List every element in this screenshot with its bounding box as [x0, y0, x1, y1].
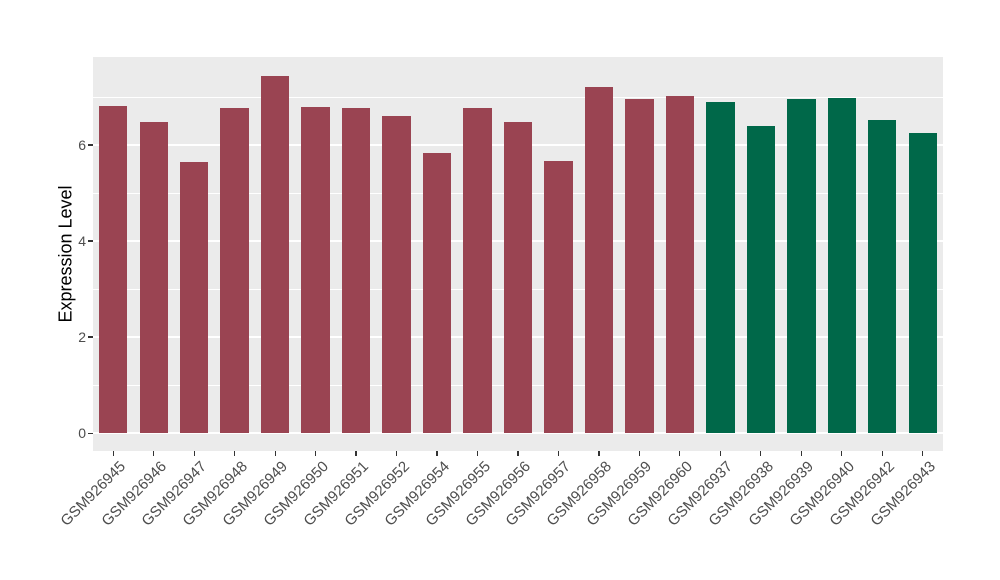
y-tick-label: 0 [78, 425, 86, 442]
x-tick-mark [557, 451, 560, 456]
bar-GSM926945 [99, 105, 128, 434]
x-tick-mark [395, 451, 398, 456]
x-tick-mark [193, 451, 195, 456]
x-tick-mark [436, 451, 438, 456]
y-tick-mark [88, 336, 93, 338]
x-tick-mark [355, 451, 357, 456]
bar-GSM926943 [908, 132, 937, 434]
y-tick-mark [88, 144, 93, 146]
x-tick-mark [760, 451, 762, 456]
plot-panel [93, 57, 943, 451]
y-tick-mark [88, 432, 93, 434]
bar-GSM926954 [422, 152, 452, 434]
x-tick-mark [881, 451, 883, 456]
bar-GSM926949 [260, 76, 290, 434]
y-tick-mark [88, 240, 93, 242]
bar-GSM926957 [544, 161, 573, 434]
bar-GSM926948 [220, 107, 249, 434]
x-tick-mark [841, 451, 843, 456]
x-tick-mark [112, 451, 114, 456]
bar-GSM926958 [584, 87, 614, 434]
bar-GSM926942 [868, 120, 897, 434]
bar-GSM926952 [382, 116, 411, 434]
x-tick-mark [719, 451, 721, 456]
x-tick-mark [517, 451, 519, 456]
y-tick-label: 2 [78, 329, 86, 346]
bar-GSM926940 [827, 97, 856, 434]
bar-GSM926939 [787, 98, 816, 434]
x-tick-mark [598, 451, 600, 456]
bar-GSM926960 [665, 95, 695, 434]
bar-GSM926947 [179, 162, 209, 434]
y-axis-title: Expression Level [55, 185, 76, 323]
bar-GSM926937 [706, 101, 735, 434]
bar-GSM926951 [341, 107, 371, 434]
x-tick-mark [315, 451, 317, 456]
bar-GSM926950 [301, 106, 330, 434]
x-tick-mark [274, 451, 276, 456]
x-tick-mark [234, 451, 236, 456]
x-tick-mark [800, 451, 802, 456]
bar-GSM926938 [746, 125, 776, 434]
bar-GSM926956 [503, 121, 533, 434]
y-tick-label: 4 [78, 233, 86, 250]
x-tick-mark [638, 451, 641, 456]
x-tick-mark [153, 451, 155, 456]
bar-GSM926959 [625, 99, 654, 434]
y-tick-label: 6 [78, 136, 86, 153]
bar-GSM926955 [463, 107, 492, 434]
x-tick-mark [679, 451, 681, 456]
x-tick-mark [476, 451, 479, 456]
x-tick-mark [922, 451, 924, 456]
gridline-minor [93, 96, 943, 98]
bar-GSM926946 [139, 121, 168, 434]
